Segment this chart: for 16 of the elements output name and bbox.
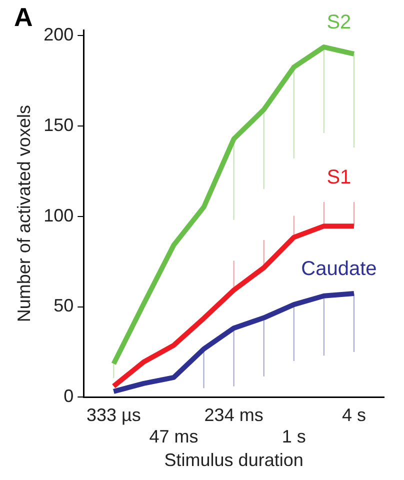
x-tick-label: 1 s bbox=[282, 426, 306, 447]
x-tick-label: 4 s bbox=[342, 404, 366, 425]
x-tick-label: 234 ms bbox=[204, 404, 264, 425]
text: A bbox=[14, 2, 33, 32]
series-label: S1 bbox=[326, 166, 352, 189]
series-label: S2 bbox=[326, 12, 352, 34]
x-axis-title: Stimulus duration bbox=[164, 450, 304, 470]
y-tick-label: 50 bbox=[54, 296, 74, 316]
x-tick-label: 47 ms bbox=[149, 426, 198, 447]
y-tick-label: 0 bbox=[64, 386, 74, 406]
y-tick-label: 200 bbox=[44, 24, 74, 44]
x-tick-label: 333 µs bbox=[86, 404, 141, 425]
y-tick-label: 150 bbox=[44, 114, 74, 135]
y-tick-label: 100 bbox=[44, 205, 74, 226]
y-axis-title: Number of activated voxels bbox=[14, 105, 34, 322]
series-label: Caudate bbox=[301, 258, 377, 280]
